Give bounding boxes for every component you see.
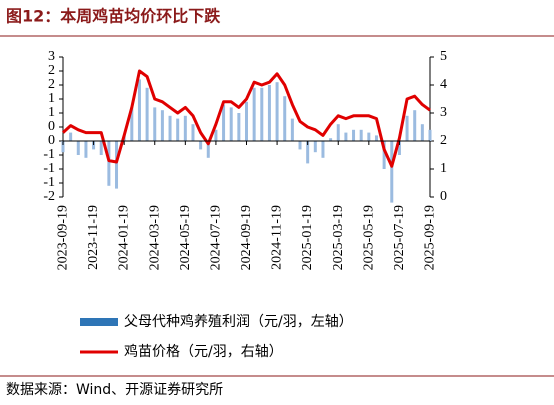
x-tick-label: 2025-09-19 <box>423 205 438 270</box>
x-tick-label: 2025-03-19 <box>331 205 346 270</box>
x-tick-label: 2024-01-19 <box>117 205 132 270</box>
bar <box>298 141 302 150</box>
bar <box>397 141 401 155</box>
y-tick-label: -1 <box>43 161 55 176</box>
bar <box>61 141 65 153</box>
bar <box>130 107 134 141</box>
y-tick-label: -1 <box>43 175 55 190</box>
bar <box>84 141 88 158</box>
x-tick-label: 2024-07-19 <box>208 205 223 270</box>
bar <box>229 107 233 141</box>
y2-tick-label: 4 <box>440 77 447 92</box>
bar <box>176 118 180 141</box>
bar <box>329 138 333 141</box>
x-tick-label: 2024-03-19 <box>147 205 162 270</box>
bar <box>168 115 172 141</box>
bar <box>69 132 73 141</box>
bar <box>267 85 271 141</box>
bar <box>153 107 157 141</box>
bar <box>92 141 96 150</box>
bar <box>359 129 363 141</box>
x-tick-label: 2024-11-19 <box>270 205 285 270</box>
y-tick-label: 1 <box>48 105 55 120</box>
bar <box>352 129 356 141</box>
bar <box>374 135 378 141</box>
bar <box>160 110 164 141</box>
chart-title: 图12：本周鸡苗均价环比下跌 <box>6 7 221 26</box>
bar <box>344 132 348 141</box>
x-tick-label: 2025-01-19 <box>300 205 315 270</box>
y2-tick-label: 1 <box>440 161 447 176</box>
bar <box>336 124 340 141</box>
bar <box>137 79 141 141</box>
bar <box>290 118 294 141</box>
bar <box>252 87 256 141</box>
bar <box>313 141 317 153</box>
bar <box>321 141 325 158</box>
y-tick-label: 0 <box>48 133 55 148</box>
x-tick-label: 2023-09-19 <box>56 205 71 270</box>
y-tick-label: 1 <box>48 91 55 106</box>
bar <box>283 96 287 141</box>
price-line <box>61 69 431 168</box>
x-tick-label: 2024-09-19 <box>239 205 254 270</box>
bar <box>107 141 111 186</box>
bar <box>115 141 119 189</box>
bar <box>183 115 187 141</box>
y-tick-label: 0 <box>48 119 55 134</box>
y2-tick-label: 3 <box>440 105 447 120</box>
bar <box>428 129 432 141</box>
bar <box>237 113 241 141</box>
x-tick-label: 2025-05-19 <box>361 205 376 270</box>
bar <box>99 141 103 155</box>
y-tick-label: -1 <box>43 147 55 162</box>
bar <box>76 141 80 155</box>
y-tick-label: 2 <box>48 63 55 78</box>
source-note: 数据来源：Wind、开源证券研究所 <box>6 382 223 398</box>
legend-label: 鸡苗价格（元/羽，右轴） <box>124 343 283 360</box>
y-tick-label: 3 <box>48 49 55 64</box>
y2-tick-label: 5 <box>440 49 447 64</box>
bar <box>420 124 424 141</box>
bar <box>413 110 417 141</box>
y-tick-label: 2 <box>48 77 55 92</box>
bar <box>367 132 371 141</box>
bar <box>145 87 149 141</box>
bar <box>222 104 226 141</box>
bar <box>390 141 394 203</box>
x-tick-label: 2025-07-19 <box>392 205 407 270</box>
legend-label: 父母代种鸡养殖利润（元/羽，左轴） <box>124 313 353 330</box>
bar <box>382 141 386 169</box>
bar <box>405 115 409 141</box>
bar <box>199 141 203 150</box>
x-tick-label: 2024-05-19 <box>178 205 193 270</box>
bar <box>260 87 264 141</box>
legend-swatch <box>80 318 118 326</box>
x-tick-label: 2023-11-19 <box>86 205 101 270</box>
bar <box>245 101 248 141</box>
bar <box>275 82 279 141</box>
y-tick-label: -2 <box>43 189 55 204</box>
y2-tick-label: 0 <box>440 189 447 204</box>
bar <box>206 141 210 158</box>
y2-tick-label: 2 <box>440 133 447 148</box>
bar <box>191 124 195 141</box>
bar <box>214 129 218 141</box>
bar <box>306 141 310 164</box>
